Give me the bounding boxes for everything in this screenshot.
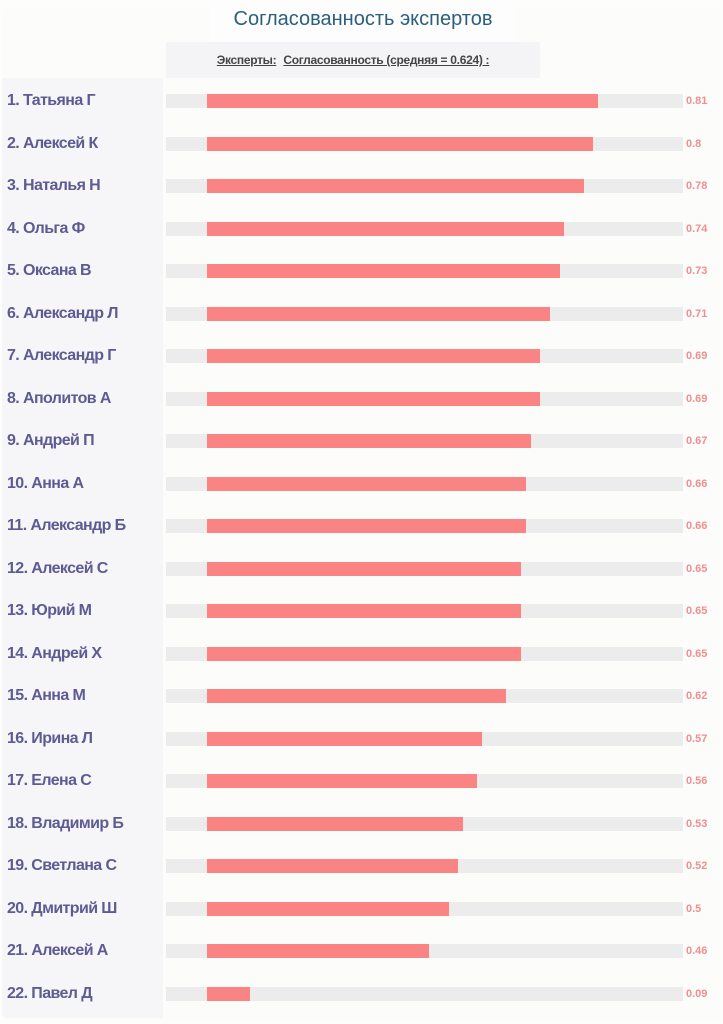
value-label: 0.8 — [686, 137, 702, 150]
chart-row: 21. Алексей А 0.46 — [0, 937, 723, 979]
chart-row: 15. Анна М 0.62 — [0, 682, 723, 724]
chart-row: 6. Александр Л 0.71 — [0, 300, 723, 342]
expert-name: 21. Алексей А — [7, 942, 108, 959]
chart-row: 18. Владимир Б 0.53 — [0, 810, 723, 852]
chart-row: 17. Елена С 0.56 — [0, 767, 723, 809]
agreement-bar — [207, 604, 521, 618]
chart-row: 19. Светлана С 0.52 — [0, 852, 723, 894]
bar-track — [166, 986, 683, 1001]
expert-name: 11. Александр Б — [7, 517, 126, 534]
chart-title: Согласованность экспертов — [210, 4, 516, 46]
agreement-bar — [207, 901, 449, 916]
value-label: 0.66 — [686, 477, 708, 490]
agreement-bar — [207, 221, 565, 236]
experts-header[interactable]: Эксперты: — [216, 53, 277, 67]
expert-name: 12. Алексей С — [7, 559, 108, 577]
expert-name: 6. Александр Л — [7, 304, 118, 322]
value-label: 0.71 — [686, 307, 708, 320]
agreement-bar — [207, 731, 483, 746]
chart-row: 5. Оксана В 0.73 — [0, 257, 723, 299]
expert-name: 15. Анна М — [7, 687, 86, 704]
expert-name: 19. Светлана С — [7, 857, 117, 874]
chart-row: 13. Юрий М 0.65 — [0, 597, 723, 639]
agreement-bar — [207, 264, 560, 278]
value-label: 0.81 — [686, 95, 708, 107]
value-label: 0.57 — [686, 732, 708, 745]
chart-row: 20. Дмитрий Ш 0.5 — [0, 895, 723, 937]
agreement-bar — [207, 179, 584, 193]
expert-name: 3. Наталья Н — [7, 177, 101, 194]
value-label: 0.46 — [686, 945, 708, 957]
expert-name: 4. Ольга Ф — [7, 219, 85, 237]
value-label: 0.53 — [686, 817, 708, 830]
agreement-bar — [207, 306, 550, 321]
expert-name: 20. Дмитрий Ш — [7, 899, 117, 917]
agreement-bar — [207, 774, 478, 788]
value-label: 0.65 — [686, 647, 708, 660]
chart-row: 12. Алексей С 0.65 — [0, 555, 723, 597]
value-label: 0.62 — [686, 690, 708, 702]
value-label: 0.56 — [686, 775, 708, 787]
expert-name: 13. Юрий М — [7, 602, 92, 619]
value-label: 0.74 — [686, 222, 708, 235]
column-header: Эксперты: Согласованность (средняя = 0.6… — [166, 42, 540, 78]
expert-name: 18. Владимир Б — [7, 814, 124, 832]
expert-name: 16. Ирина Л — [7, 729, 93, 747]
agreement-bar — [207, 136, 594, 151]
chart-row: 14. Андрей Х 0.65 — [0, 640, 723, 682]
expert-name: 2. Алексей К — [7, 134, 98, 152]
experts-column — [2, 78, 163, 1018]
agreement-bar — [207, 434, 531, 448]
agreement-bar — [207, 816, 463, 831]
value-label: 0.69 — [686, 392, 708, 405]
value-label: 0.65 — [686, 562, 708, 575]
chart-row: 16. Ирина Л 0.57 — [0, 725, 723, 767]
agreement-bar — [207, 689, 507, 703]
agreement-bar — [207, 94, 599, 108]
agreement-bar — [207, 476, 526, 491]
value-label: 0.69 — [686, 350, 708, 362]
agreement-bar — [207, 519, 526, 533]
expert-name: 10. Анна А — [7, 474, 84, 492]
agreement-bar — [207, 944, 430, 958]
value-label: 0.78 — [686, 180, 708, 192]
chart-row: 11. Александр Б 0.66 — [0, 512, 723, 554]
expert-name: 1. Татьяна Г — [7, 92, 96, 109]
agreement-bar — [207, 391, 541, 406]
chart-row: 1. Татьяна Г 0.81 — [0, 87, 723, 129]
agreement-bar — [207, 561, 521, 576]
value-label: 0.65 — [686, 605, 708, 617]
value-label: 0.66 — [686, 520, 708, 532]
value-label: 0.5 — [686, 902, 702, 915]
chart-row: 9. Андрей П 0.67 — [0, 427, 723, 469]
expert-name: 9. Андрей П — [7, 432, 95, 449]
expert-name: 14. Андрей Х — [7, 644, 102, 662]
expert-name: 7. Александр Г — [7, 347, 116, 364]
chart-row: 10. Анна А 0.66 — [0, 470, 723, 512]
expert-name: 5. Оксана В — [7, 262, 92, 279]
value-label: 0.73 — [686, 265, 708, 277]
value-label: 0.52 — [686, 860, 708, 872]
chart-row: 7. Александр Г 0.69 — [0, 342, 723, 384]
expert-name: 8. Аполитов А — [7, 389, 111, 407]
value-label: 0.09 — [686, 987, 708, 1000]
agreement-header[interactable]: Согласованность (средняя = 0.624) : — [283, 53, 490, 67]
chart-row: 2. Алексей К 0.8 — [0, 130, 723, 172]
expert-name: 22. Павел Д — [7, 984, 93, 1002]
chart-row: 22. Павел Д 0.09 — [0, 980, 723, 1022]
agreement-bar — [207, 859, 459, 873]
expert-name: 17. Елена С — [7, 772, 92, 789]
agreement-bar — [207, 646, 521, 661]
agreement-bar — [207, 986, 251, 1001]
value-label: 0.67 — [686, 435, 708, 447]
chart-row: 4. Ольга Ф 0.74 — [0, 215, 723, 257]
chart-row: 8. Аполитов А 0.69 — [0, 385, 723, 427]
chart-row: 3. Наталья Н 0.78 — [0, 172, 723, 214]
agreement-bar — [207, 349, 541, 363]
